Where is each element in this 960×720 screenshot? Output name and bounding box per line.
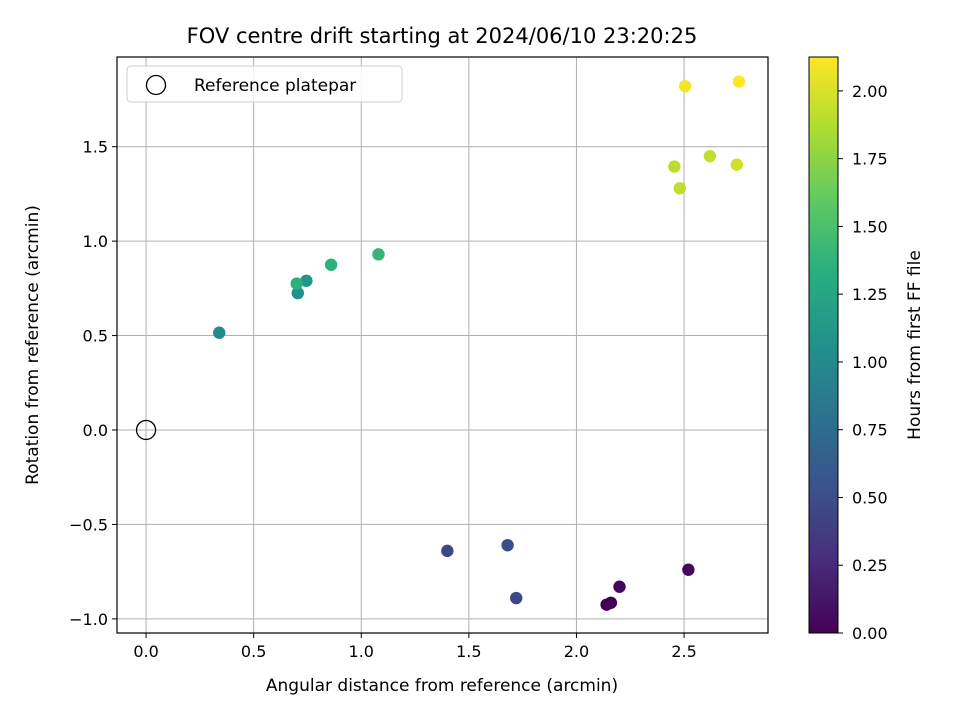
y-tick-label: −1.0 — [69, 610, 108, 629]
legend-hollow-circle-icon — [145, 74, 167, 96]
colorbar-tick-label: 0.25 — [852, 556, 888, 575]
data-point — [291, 286, 304, 300]
colorbar-tick-label: 0.00 — [852, 624, 888, 643]
colorbar-gradient — [808, 56, 839, 634]
colorbar-ticks: 0.00 0.25 0.50 0.75 1.00 1.25 1.50 1.75 2.00 — [838, 82, 888, 643]
y-tick-label: 0.5 — [83, 327, 108, 346]
data-point — [290, 277, 303, 290]
reference-platepar-marker — [135, 419, 157, 441]
colorbar-tick-label: 1.00 — [852, 353, 888, 372]
data-point — [668, 160, 681, 173]
colorbar-tick-label: 1.25 — [852, 285, 888, 304]
data-point — [441, 544, 454, 558]
grid — [117, 57, 768, 633]
data-point — [324, 258, 338, 271]
colorbar-tick-label: 1.75 — [852, 150, 888, 169]
x-tick-label: 2.0 — [564, 642, 589, 661]
data-point — [732, 75, 746, 88]
y-tick-label: 0.0 — [83, 421, 108, 440]
y-axis-label: Rotation from reference (arcmin) — [23, 205, 43, 485]
x-tick-label: 0.0 — [133, 642, 158, 661]
data-point — [501, 538, 514, 552]
legend-box — [126, 65, 403, 103]
data-point — [372, 248, 385, 261]
colorbar: 0.00 0.25 0.50 0.75 1.00 1.25 1.50 1.75 2.00 Hou… — [808, 56, 925, 643]
colorbar-label: Hours from first FF file — [905, 250, 925, 440]
x-axis-label: Angular distance from reference (arcmin) — [266, 676, 618, 696]
legend: Reference platepar — [126, 65, 403, 103]
data-point — [730, 158, 743, 171]
reference-marker-layer — [135, 419, 157, 441]
data-point — [613, 580, 626, 593]
x-tick-label: 1.5 — [456, 642, 481, 661]
data-point — [300, 274, 313, 287]
y-tick-label: −0.5 — [69, 515, 108, 534]
colorbar-tick-label: 0.50 — [852, 488, 888, 507]
data-point — [213, 326, 226, 339]
data-points — [213, 75, 746, 611]
colorbar-tick-label: 0.75 — [852, 421, 888, 440]
data-point — [703, 149, 717, 163]
y-axis-ticks: −1.0 −0.5 0.0 0.5 1.0 1.5 — [69, 138, 117, 629]
y-tick-label: 1.5 — [83, 138, 108, 157]
x-tick-label: 0.5 — [241, 642, 266, 661]
data-point — [673, 182, 686, 195]
plot-frame — [116, 56, 769, 634]
data-point — [682, 563, 695, 576]
colorbar-tick-label: 1.50 — [852, 217, 888, 236]
data-point — [510, 591, 523, 605]
x-tick-label: 2.5 — [671, 642, 696, 661]
data-point — [604, 596, 618, 609]
y-tick-label: 1.0 — [83, 232, 108, 251]
data-point — [678, 80, 692, 93]
x-tick-label: 1.0 — [349, 642, 374, 661]
colorbar-tick-label: 2.00 — [852, 82, 888, 101]
chart-title: FOV centre drift starting at 2024/06/10 … — [187, 24, 698, 48]
x-axis-ticks: 0.0 0.5 1.0 1.5 2.0 2.5 — [133, 633, 697, 661]
legend-label: Reference platepar — [194, 76, 356, 96]
